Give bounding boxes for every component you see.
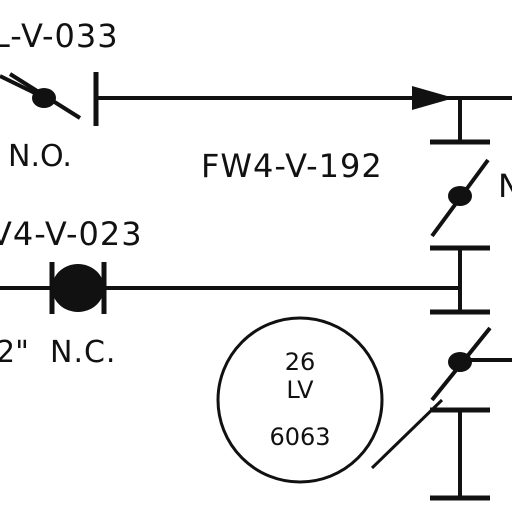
valve-192-state: N (498, 167, 512, 205)
lv-valve-symbol[interactable] (448, 352, 472, 372)
flow-arrow-icon (412, 86, 454, 110)
valve-top-tag: L-V-033 (0, 17, 119, 55)
valve-023-size: 2" (0, 335, 29, 370)
instrument-bubble[interactable] (216, 316, 384, 484)
instrument-function: LV (286, 376, 314, 404)
instrument-loop-number: 26 (284, 348, 316, 376)
valve-023-state: N.C. (50, 335, 117, 370)
valve-192-symbol[interactable] (448, 186, 472, 206)
valve-192-tag: FW4-V-192 (201, 147, 383, 185)
nc-valve-symbol[interactable] (52, 264, 104, 312)
no-valve-stem (8, 72, 82, 120)
valve-023-tag: V4-V-023 (0, 215, 143, 253)
valve-top-state: N.O. (8, 139, 72, 174)
instrument-tag-number: 6063 (269, 423, 331, 451)
instrument-leader-line (370, 398, 444, 470)
